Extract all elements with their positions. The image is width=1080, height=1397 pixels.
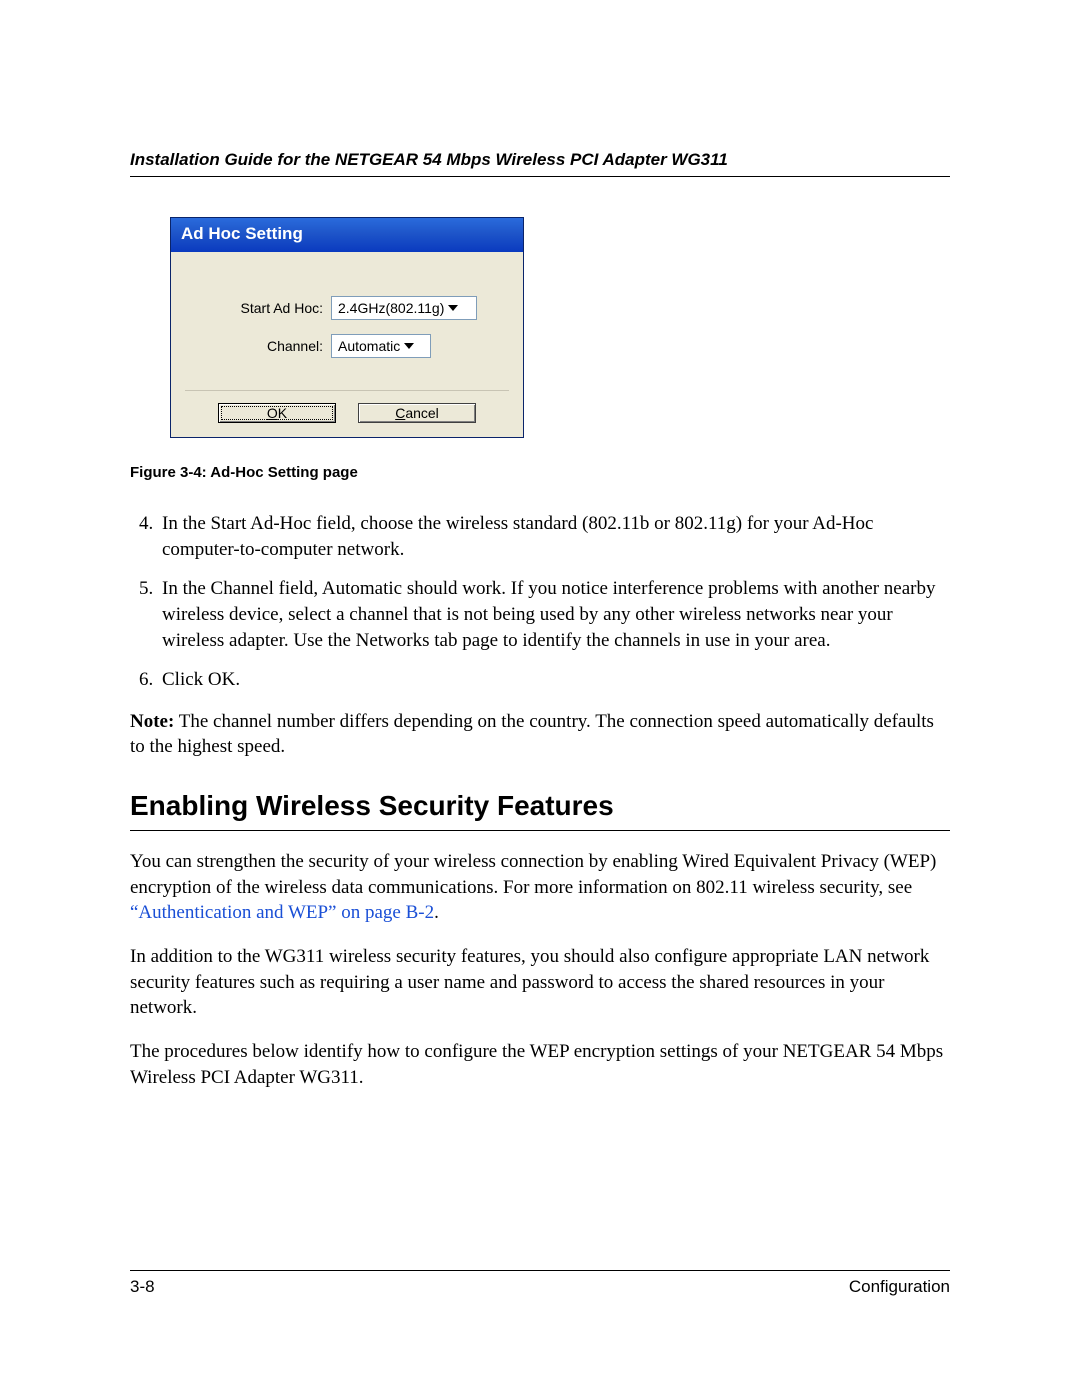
step-6: Click OK. (158, 667, 950, 693)
chevron-down-icon (448, 305, 458, 311)
section-heading: Enabling Wireless Security Features (130, 790, 950, 831)
figure-caption: Figure 3-4: Ad-Hoc Setting page (130, 464, 950, 481)
paragraph-2: In addition to the WG311 wireless securi… (130, 944, 950, 1021)
p1-b: . (434, 902, 439, 923)
footer-section-name: Configuration (849, 1277, 950, 1297)
dialog-body: Start Ad Hoc: 2.4GHz(802.11g) Channel: A… (171, 252, 523, 437)
steps-list: In the Start Ad-Hoc field, choose the wi… (130, 511, 950, 693)
document-page: Installation Guide for the NETGEAR 54 Mb… (0, 0, 1080, 1397)
page-footer: 3-8 Configuration (130, 1270, 950, 1297)
field-channel: Channel: Automatic (195, 334, 499, 358)
adhoc-setting-dialog: Ad Hoc Setting Start Ad Hoc: 2.4GHz(802.… (170, 217, 524, 438)
dialog-form-area: Start Ad Hoc: 2.4GHz(802.11g) Channel: A… (185, 270, 509, 390)
note-label: Note: (130, 711, 174, 732)
ok-mnemonic: O (267, 405, 278, 421)
wep-link[interactable]: “Authentication and WEP” on page B-2 (130, 902, 434, 923)
dialog-titlebar: Ad Hoc Setting (171, 218, 523, 252)
ok-post: K (278, 405, 287, 421)
field-start-adhoc: Start Ad Hoc: 2.4GHz(802.11g) (195, 296, 499, 320)
cancel-mnemonic: C (395, 405, 405, 421)
channel-value: Automatic (338, 338, 400, 354)
page-header-title: Installation Guide for the NETGEAR 54 Mb… (130, 150, 950, 177)
start-adhoc-label: Start Ad Hoc: (195, 300, 331, 316)
p1-a: You can strengthen the security of your … (130, 851, 936, 898)
start-adhoc-value: 2.4GHz(802.11g) (338, 300, 444, 316)
paragraph-3: The procedures below identify how to con… (130, 1039, 950, 1090)
start-adhoc-dropdown[interactable]: 2.4GHz(802.11g) (331, 296, 477, 320)
chevron-down-icon (404, 343, 414, 349)
footer-page-number: 3-8 (130, 1277, 155, 1297)
ok-button[interactable]: OK (218, 403, 336, 423)
channel-dropdown[interactable]: Automatic (331, 334, 431, 358)
cancel-button[interactable]: Cancel (358, 403, 476, 423)
step-5: In the Channel field, Automatic should w… (158, 576, 950, 653)
note-paragraph: Note: The channel number differs dependi… (130, 709, 950, 760)
paragraph-1: You can strengthen the security of your … (130, 849, 950, 926)
note-text: The channel number differs depending on … (130, 711, 934, 758)
cancel-post: ancel (405, 405, 438, 421)
step-4: In the Start Ad-Hoc field, choose the wi… (158, 511, 950, 562)
channel-label: Channel: (195, 338, 331, 354)
dialog-button-row: OK Cancel (185, 390, 509, 423)
